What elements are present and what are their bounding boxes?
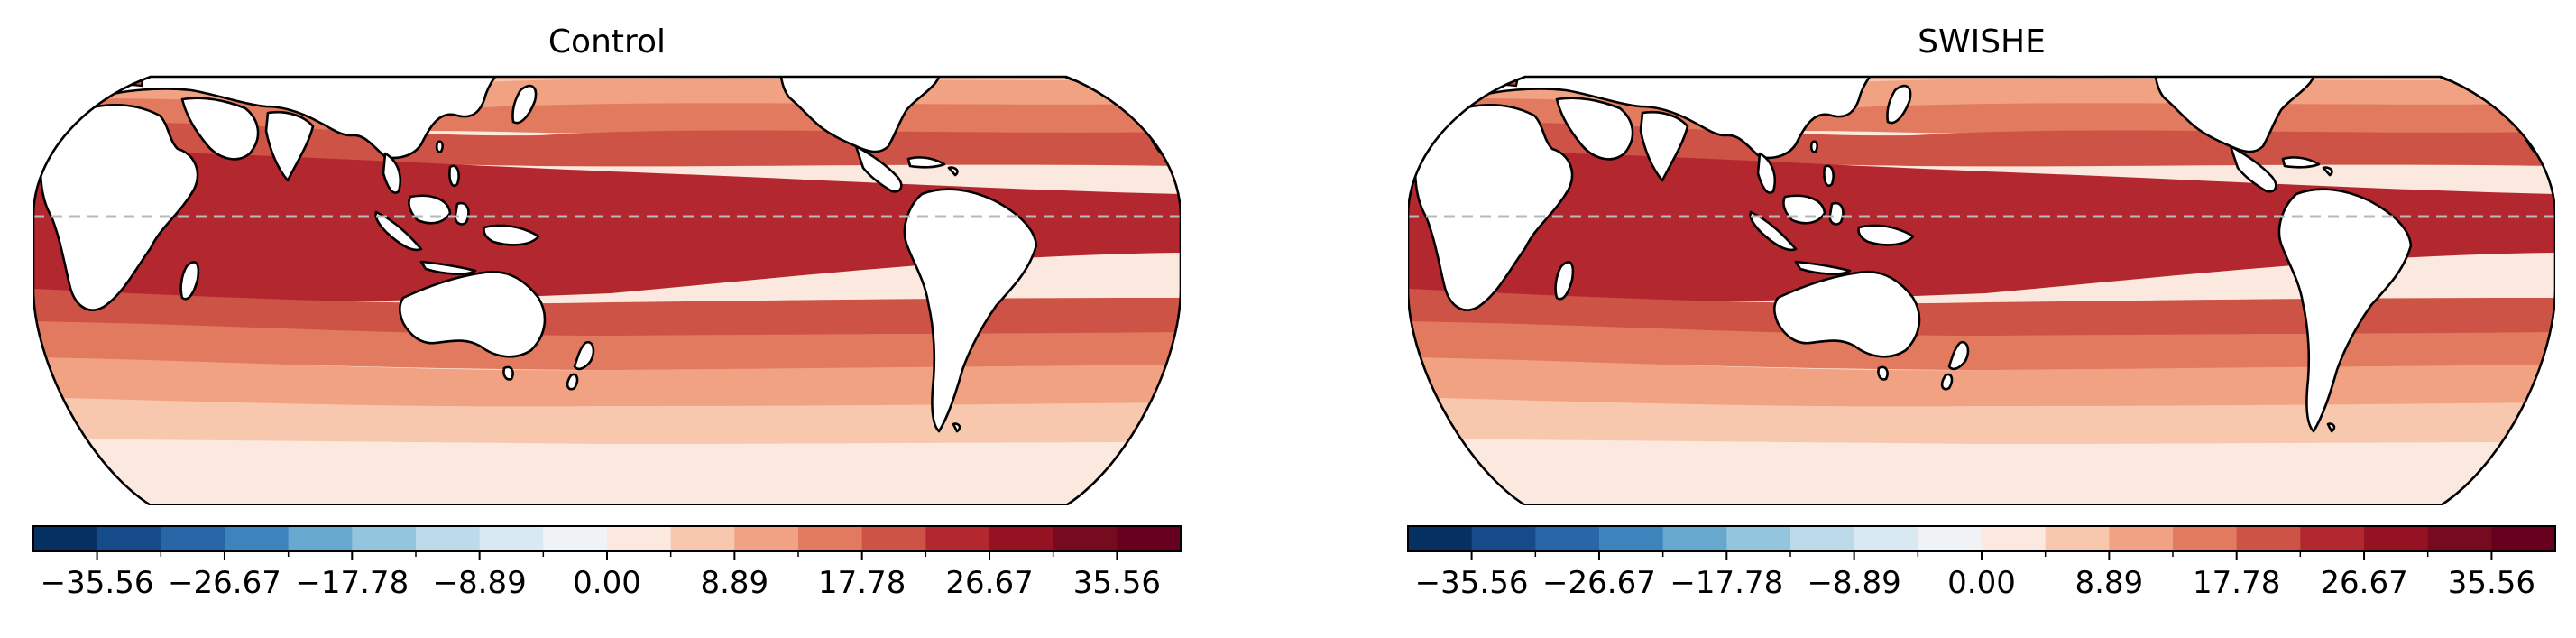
colorbar-tick-label: −26.67	[168, 565, 281, 601]
colorbar-cell	[2427, 526, 2492, 551]
colorbar-tick-label: 8.89	[700, 565, 768, 601]
colorbar-cell	[1471, 526, 1536, 551]
colorbar-cell	[1726, 526, 1791, 551]
colorbar-tick-label: 0.00	[573, 565, 641, 601]
colorbar-cell	[97, 526, 161, 551]
colorbar-tick-label: 8.89	[2075, 565, 2143, 601]
colorbar-cell	[798, 526, 863, 551]
colorbar-cell	[161, 526, 225, 551]
colorbar-tick-label: 26.67	[945, 565, 1033, 601]
colorbar-tick-label: 17.78	[818, 565, 906, 601]
colorbar-cell	[1918, 526, 1983, 551]
panel-control: Control −35.56 −26.67 −17.78 −8.89 0.00 8.89 1…	[32, 0, 1182, 601]
colorbar-cell	[607, 526, 672, 551]
colorbar-tick-label: 35.56	[1073, 565, 1161, 601]
colorbar-cell	[1982, 526, 2047, 551]
colorbar-cell	[861, 526, 926, 551]
colorbar-cell	[416, 526, 481, 551]
colorbar-cell	[2173, 526, 2238, 551]
colorbar-cell	[2364, 526, 2429, 551]
colorbar-cell	[352, 526, 417, 551]
colorbar-cell	[33, 526, 98, 551]
colorbar-cell	[2236, 526, 2301, 551]
colorbar-cell	[479, 526, 544, 551]
panel-title-control: Control	[548, 23, 666, 60]
colorbar-tick-label: 17.78	[2193, 565, 2280, 601]
colorbar-tick-label: −26.67	[1542, 565, 1656, 601]
colorbar-cell	[734, 526, 799, 551]
colorbar-cell	[670, 526, 735, 551]
colorbar-cell	[1117, 526, 1182, 551]
colorbar-cell	[1854, 526, 1918, 551]
colorbar-cell	[1599, 526, 1664, 551]
colorbar-tick-label: 0.00	[1947, 565, 2016, 601]
colorbar-cell	[2491, 526, 2556, 551]
colorbar-cell	[225, 526, 290, 551]
colorbar-tick-label: 35.56	[2448, 565, 2535, 601]
colorbar-cell	[1053, 526, 1118, 551]
colorbar-cell	[1535, 526, 1600, 551]
colorbar: −35.56 −26.67 −17.78 −8.89 0.00 8.89 17.78 26.6…	[1407, 525, 2556, 601]
colorbar-tick-label: −8.89	[1808, 565, 1901, 601]
colorbar-cell	[989, 526, 1054, 551]
colorbar-cell	[543, 526, 608, 551]
world-map	[1408, 0, 2555, 505]
colorbar-cell	[2300, 526, 2365, 551]
colorbar-tick-label: −35.56	[41, 565, 154, 601]
colorbar-cell	[1790, 526, 1855, 551]
colorbar-tick-label: −17.78	[295, 565, 409, 601]
colorbar-cell	[1662, 526, 1727, 551]
colorbar-tick-label: −8.89	[433, 565, 527, 601]
colorbar-tick-label: −17.78	[1670, 565, 1783, 601]
world-map	[33, 0, 1181, 505]
panel-swishe: SWISHE −35.56 −26.67 −17.78 −8.89 0.00 8.89 17…	[1407, 0, 2556, 601]
colorbar: −35.56 −26.67 −17.78 −8.89 0.00 8.89 17.78 26.6…	[32, 525, 1182, 601]
colorbar-cell	[2045, 526, 2110, 551]
colorbar-tick-label: 26.67	[2320, 565, 2407, 601]
colorbar-tick-label: −35.56	[1415, 565, 1529, 601]
colorbar-cell	[1408, 526, 1473, 551]
panel-title-swishe: SWISHE	[1918, 23, 2046, 60]
colorbar-cell	[288, 526, 353, 551]
colorbar-cell	[925, 526, 990, 551]
colorbar-cell	[2109, 526, 2174, 551]
